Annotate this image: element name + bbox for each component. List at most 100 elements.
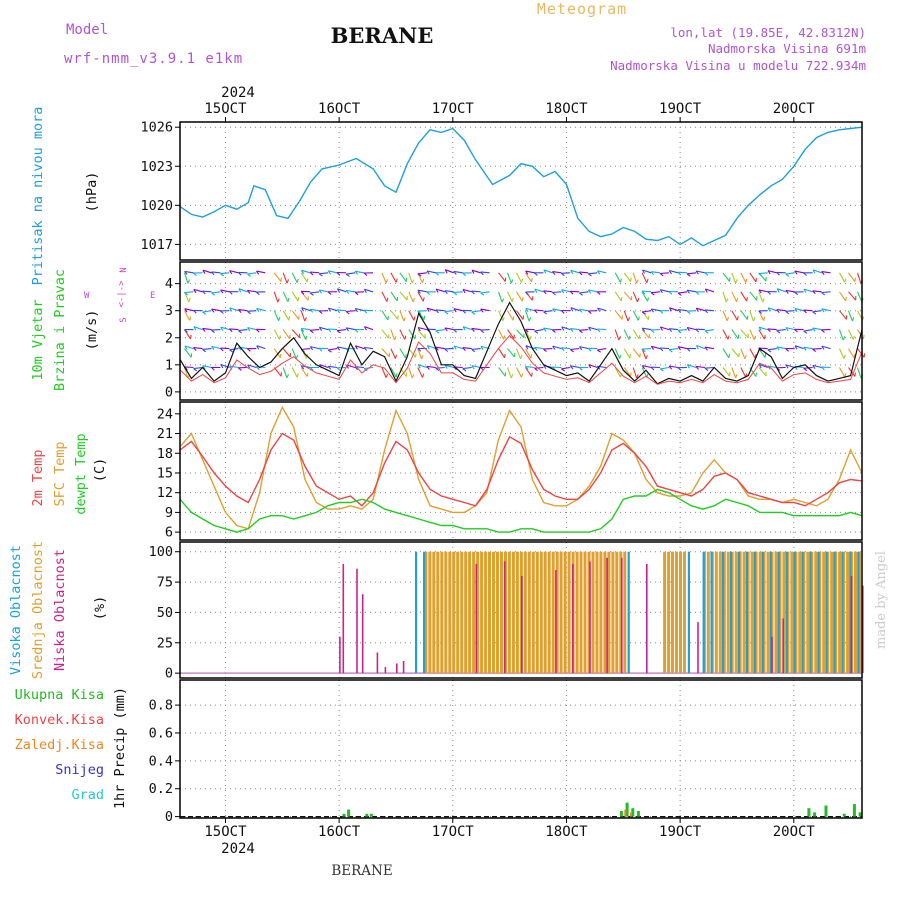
wind-barb-tip — [202, 311, 207, 315]
wind-barb — [758, 329, 765, 340]
wind-barb — [408, 367, 413, 379]
mid-cloud-bar — [786, 551, 790, 674]
wind-barb-tip — [435, 288, 439, 293]
wind-barb — [614, 348, 621, 359]
wind-barb — [543, 348, 553, 350]
wind-barb — [507, 291, 513, 302]
wind-barb — [355, 307, 365, 312]
mid-cloud-bar — [834, 551, 838, 674]
wind-barb — [614, 310, 623, 320]
wind-barb — [462, 366, 472, 370]
wind-barb-tip — [677, 292, 682, 296]
mid-cloud-bar — [579, 551, 583, 674]
wind-barb-tip — [619, 278, 623, 283]
wind-barb-tip — [247, 273, 252, 277]
wind-barb-tip — [480, 346, 484, 351]
wind-barb — [273, 367, 282, 377]
wind-barb — [632, 367, 638, 379]
wind-barb — [660, 347, 670, 350]
wind-barb — [856, 367, 862, 379]
wind-barb-tip — [561, 272, 565, 277]
wind-barb-tip — [686, 273, 691, 277]
high-cloud-bar — [753, 551, 756, 674]
wind-barb — [282, 367, 288, 379]
wind-barb-tip — [695, 328, 700, 333]
wind-barb — [776, 309, 786, 312]
wind-barb — [767, 307, 777, 312]
wind-barb — [418, 364, 427, 369]
wind-barb-tip — [193, 326, 197, 331]
wind-barb-tip — [696, 345, 699, 350]
wind-barb — [856, 272, 862, 284]
low-cloud-bar — [521, 576, 523, 674]
wind-barb-tip — [525, 308, 529, 312]
mid-cloud-bar — [706, 551, 710, 674]
wind-barb — [328, 328, 338, 331]
wind-barb-tip — [426, 345, 430, 350]
wind-barb-tip — [695, 366, 700, 370]
precip-legend-total: Ukupna Kisa — [15, 687, 104, 703]
mid-cloud-bar — [738, 551, 742, 674]
mid-cloud-bar — [535, 551, 539, 674]
mid-cloud-bar — [603, 551, 607, 674]
wind-barb-tip — [803, 330, 808, 334]
wind-barb — [399, 329, 406, 340]
mid-cloud-bar — [675, 551, 678, 674]
wind-barb-tip — [755, 372, 758, 377]
wind-barb — [812, 290, 822, 293]
wind-barb-tip — [309, 346, 314, 351]
wind-barb — [238, 329, 248, 332]
mid-cloud-bar — [810, 551, 814, 674]
wind-barb — [507, 348, 516, 358]
wind-barb — [632, 272, 638, 284]
wind-barb-tip — [629, 353, 632, 359]
wind-barb — [731, 367, 737, 379]
wind-barb-tip — [695, 307, 699, 312]
wind-barb — [506, 367, 512, 379]
wind-barb-tip — [345, 290, 350, 294]
wind-barb-tip — [414, 334, 417, 339]
wind-barb — [838, 348, 845, 359]
y-tick-label: 75 — [157, 575, 173, 591]
wind-barb — [444, 290, 454, 293]
mid-cloud-bar — [798, 551, 802, 674]
wind-barb — [686, 310, 697, 312]
wind-barb-tip — [202, 290, 206, 295]
wind-barb — [471, 290, 481, 293]
low-cloud-bar — [862, 585, 864, 674]
panel-border — [179, 541, 863, 679]
wind-barb — [687, 289, 697, 293]
mid-cloud-bar — [559, 551, 563, 674]
mid-cloud-bar — [432, 551, 436, 674]
wind-barb-tip — [588, 327, 592, 331]
wind-barb-tip — [417, 273, 422, 277]
wind-barb-tip — [220, 310, 224, 314]
wind-barb — [515, 348, 522, 360]
wind-barb-tip — [363, 272, 368, 277]
wind-barb-tip — [552, 271, 556, 276]
wind-barb-tip — [534, 272, 538, 276]
wind-barb — [471, 327, 481, 331]
wind-barb-tip — [596, 328, 601, 333]
wind-barb — [183, 272, 189, 284]
high-cloud-bar — [729, 551, 733, 674]
wind-legend-west: W — [84, 291, 90, 301]
wind-barb-tip — [426, 270, 430, 275]
mid-cloud-bar — [539, 551, 543, 674]
y-tick-label: 50 — [157, 605, 173, 621]
day-label-bottom: 16OCT — [318, 824, 361, 840]
wind-barb — [337, 288, 347, 293]
wind-barb — [803, 329, 813, 332]
mid-cloud-bar — [794, 551, 798, 674]
wind-barb-tip — [641, 311, 646, 315]
wind-barb-tip — [636, 279, 639, 284]
wind-barb — [480, 329, 490, 331]
wind-barb-tip — [417, 348, 422, 352]
wind-barb-tip — [659, 368, 664, 372]
wind-barb — [758, 291, 764, 303]
wind-barb-tip — [220, 273, 224, 277]
wind-barb-tip — [444, 269, 448, 274]
wind-barb-tip — [619, 354, 622, 359]
y-tick-label: 2 — [165, 330, 173, 346]
wind-barb-tip — [364, 326, 367, 331]
